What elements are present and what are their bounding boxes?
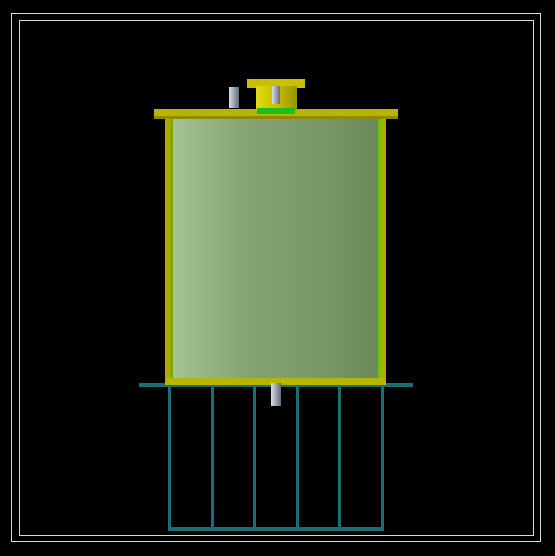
stand-leg bbox=[338, 385, 341, 529]
stand-legs bbox=[168, 385, 384, 529]
tank-body bbox=[172, 117, 379, 379]
stand-bottom-beam bbox=[168, 527, 384, 531]
stand-leg bbox=[168, 385, 171, 529]
outlet-pipe bbox=[271, 383, 281, 406]
tank-bottom-rim bbox=[165, 378, 386, 385]
outer-frame bbox=[11, 13, 541, 542]
stand-leg bbox=[296, 385, 299, 529]
inner-frame bbox=[19, 20, 534, 536]
cylindrical-tank-icon[interactable] bbox=[154, 109, 398, 385]
stand-leg bbox=[211, 385, 214, 529]
lid-cap bbox=[247, 79, 305, 88]
pipe-icon[interactable] bbox=[229, 86, 281, 406]
stand-leg bbox=[253, 385, 256, 529]
tank-top-flange-shade bbox=[154, 116, 398, 119]
vent-pipe bbox=[272, 86, 280, 104]
nozzle-icon bbox=[257, 108, 295, 114]
stand-leg bbox=[381, 385, 384, 529]
tank-left-edge bbox=[170, 117, 173, 379]
tank-right-edge bbox=[378, 117, 381, 379]
inlet-pipe bbox=[229, 87, 239, 108]
